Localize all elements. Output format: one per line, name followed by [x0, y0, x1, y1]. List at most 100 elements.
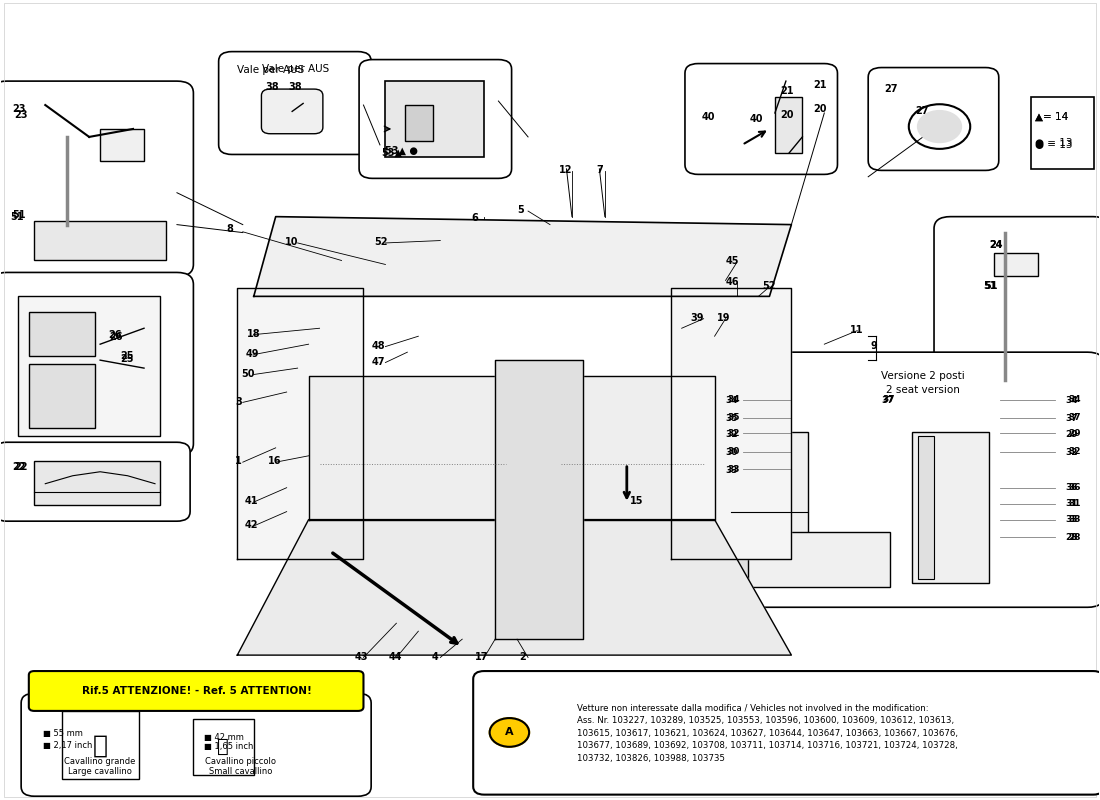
Text: 40: 40 [750, 114, 763, 124]
Text: 36: 36 [1068, 483, 1080, 492]
FancyBboxPatch shape [21, 694, 371, 796]
Text: 52: 52 [374, 237, 388, 247]
Text: 16: 16 [268, 456, 282, 466]
Text: 12: 12 [559, 166, 572, 175]
Text: 11: 11 [849, 325, 864, 335]
Polygon shape [309, 376, 517, 519]
Text: 23: 23 [12, 104, 26, 114]
Text: 34: 34 [728, 395, 740, 405]
Bar [994, 253, 1038, 277]
Text: 9: 9 [870, 341, 877, 350]
Text: 35: 35 [728, 413, 740, 422]
Bar [100, 129, 144, 161]
Text: 21: 21 [780, 86, 794, 97]
Text: 50: 50 [242, 369, 255, 378]
Text: 30: 30 [728, 447, 740, 456]
Text: Vale per AUS: Vale per AUS [262, 64, 329, 74]
Text: 39: 39 [691, 313, 704, 323]
Text: 26: 26 [109, 332, 122, 342]
Text: Versione 2 posti: Versione 2 posti [881, 371, 965, 381]
Text: 17: 17 [475, 652, 488, 662]
Bar [732, 432, 807, 583]
Text: 24: 24 [989, 239, 1002, 250]
Text: 29: 29 [1066, 430, 1078, 438]
Text: 33: 33 [728, 465, 740, 474]
Text: 32: 32 [728, 429, 740, 438]
Text: 21: 21 [813, 80, 827, 90]
Text: 20: 20 [813, 104, 827, 114]
FancyBboxPatch shape [473, 671, 1100, 794]
Polygon shape [671, 288, 791, 559]
FancyBboxPatch shape [29, 671, 363, 711]
Text: 51: 51 [983, 281, 997, 291]
Text: 48: 48 [371, 341, 385, 350]
Text: 46: 46 [726, 277, 739, 287]
Text: 45: 45 [726, 256, 739, 266]
Text: 25: 25 [120, 351, 133, 361]
FancyBboxPatch shape [262, 89, 323, 134]
Circle shape [490, 718, 529, 746]
Text: 38: 38 [289, 82, 302, 92]
Text: 35: 35 [726, 414, 738, 423]
FancyBboxPatch shape [0, 273, 194, 456]
Text: 37: 37 [882, 395, 895, 405]
FancyBboxPatch shape [0, 81, 194, 277]
Text: 53▲ ●: 53▲ ● [385, 146, 418, 155]
Text: 28: 28 [1066, 533, 1078, 542]
Text: 23: 23 [14, 110, 29, 119]
Text: 44: 44 [388, 652, 403, 662]
Text: 38: 38 [266, 82, 279, 93]
Text: 47: 47 [371, 357, 385, 366]
Text: 32: 32 [1066, 448, 1078, 457]
Text: 15: 15 [630, 496, 644, 506]
Text: 33: 33 [1066, 515, 1078, 524]
Bar [917, 436, 934, 579]
Text: 31: 31 [1068, 499, 1080, 508]
Bar [29, 312, 95, 356]
Text: 51: 51 [984, 281, 998, 291]
Text: 40: 40 [702, 112, 715, 122]
Text: 1: 1 [235, 456, 242, 466]
Text: 37: 37 [881, 396, 894, 406]
Text: 37: 37 [1068, 413, 1080, 422]
Text: 8: 8 [227, 224, 233, 234]
Text: ■ 55 mm: ■ 55 mm [43, 729, 82, 738]
Text: 53▲: 53▲ [381, 148, 402, 158]
Text: 3: 3 [235, 397, 242, 406]
Text: 51: 51 [10, 212, 24, 222]
Text: 34: 34 [1066, 396, 1078, 406]
Text: Vale per AUS: Vale per AUS [236, 65, 304, 75]
FancyBboxPatch shape [934, 217, 1100, 404]
Text: 34: 34 [1068, 395, 1080, 405]
Text: Rif.5 ATTENZIONE! - Ref. 5 ATTENTION!: Rif.5 ATTENZIONE! - Ref. 5 ATTENTION! [81, 686, 311, 696]
Text: 5: 5 [517, 206, 524, 215]
Text: Cavallino piccolo
Small cavallino: Cavallino piccolo Small cavallino [205, 757, 276, 776]
Text: 4: 4 [431, 652, 438, 662]
Text: 🐎: 🐎 [217, 738, 229, 756]
Text: 2 seat version: 2 seat version [887, 385, 960, 394]
Text: 2: 2 [519, 652, 526, 662]
Bar [29, 364, 95, 428]
FancyBboxPatch shape [704, 352, 1100, 607]
Text: Vetture non interessate dalla modifica / Vehicles not involved in the modificati: Vetture non interessate dalla modifica /… [578, 704, 958, 762]
Bar [385, 81, 484, 157]
Text: 25: 25 [120, 354, 133, 363]
Text: 30: 30 [726, 448, 738, 457]
Text: 20: 20 [780, 110, 794, 119]
Bar [62, 711, 139, 778]
Text: 51: 51 [12, 210, 26, 220]
Text: 29: 29 [1068, 429, 1080, 438]
Bar [194, 719, 254, 774]
Polygon shape [238, 519, 791, 655]
Text: Cavallino grande
Large cavallino: Cavallino grande Large cavallino [65, 757, 135, 776]
Text: 52: 52 [762, 281, 776, 291]
Text: 34: 34 [726, 396, 738, 406]
FancyBboxPatch shape [868, 67, 999, 170]
Text: 32: 32 [726, 430, 738, 438]
Text: ■ 1,65 inch: ■ 1,65 inch [205, 742, 254, 751]
Text: 33: 33 [1068, 515, 1080, 524]
Bar [34, 221, 166, 261]
Polygon shape [495, 360, 583, 639]
Text: ■ 2,17 inch: ■ 2,17 inch [43, 741, 92, 750]
Text: 6: 6 [471, 214, 477, 223]
